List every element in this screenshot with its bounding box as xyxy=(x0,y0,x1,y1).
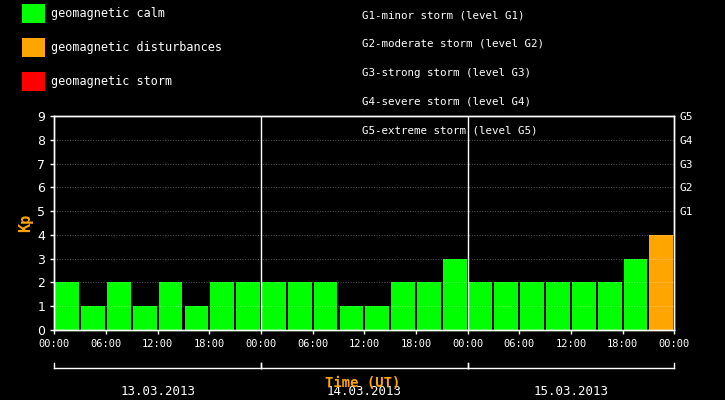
Text: Time (UT): Time (UT) xyxy=(325,376,400,390)
Text: G2-moderate storm (level G2): G2-moderate storm (level G2) xyxy=(362,39,544,49)
Bar xyxy=(494,282,518,330)
Bar xyxy=(185,306,208,330)
Bar xyxy=(392,282,415,330)
Text: geomagnetic storm: geomagnetic storm xyxy=(51,75,172,88)
Bar xyxy=(365,306,389,330)
Text: 14.03.2013: 14.03.2013 xyxy=(327,385,402,398)
Bar xyxy=(55,282,79,330)
Bar xyxy=(314,282,337,330)
Text: 15.03.2013: 15.03.2013 xyxy=(534,385,608,398)
Text: G3-strong storm (level G3): G3-strong storm (level G3) xyxy=(362,68,531,78)
Bar xyxy=(468,282,492,330)
Bar xyxy=(236,282,260,330)
Text: G4-severe storm (level G4): G4-severe storm (level G4) xyxy=(362,96,531,106)
Bar xyxy=(443,259,467,330)
Bar xyxy=(417,282,441,330)
Text: 13.03.2013: 13.03.2013 xyxy=(120,385,195,398)
Y-axis label: Kp: Kp xyxy=(18,214,33,232)
Text: G1-minor storm (level G1): G1-minor storm (level G1) xyxy=(362,10,525,20)
Text: G5-extreme storm (level G5): G5-extreme storm (level G5) xyxy=(362,125,538,135)
Bar xyxy=(624,259,647,330)
Bar xyxy=(81,306,105,330)
Bar xyxy=(159,282,183,330)
Bar xyxy=(262,282,286,330)
Bar xyxy=(650,235,674,330)
Bar xyxy=(598,282,621,330)
Bar xyxy=(521,282,544,330)
Bar xyxy=(210,282,234,330)
Bar xyxy=(107,282,130,330)
Bar xyxy=(572,282,596,330)
Bar xyxy=(546,282,570,330)
Bar xyxy=(339,306,363,330)
Bar xyxy=(133,306,157,330)
Text: geomagnetic calm: geomagnetic calm xyxy=(51,7,165,20)
Text: geomagnetic disturbances: geomagnetic disturbances xyxy=(51,41,222,54)
Bar xyxy=(288,282,312,330)
